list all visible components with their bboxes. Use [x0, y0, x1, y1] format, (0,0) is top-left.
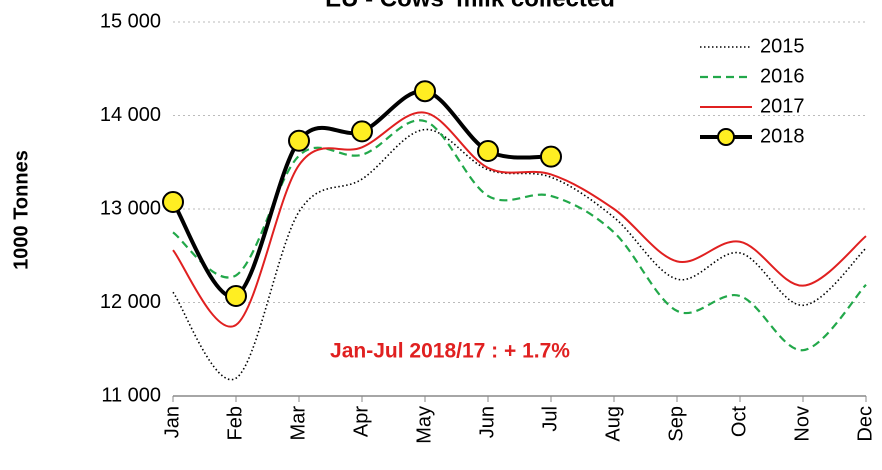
x-tick-label: Feb — [224, 406, 246, 440]
series-line — [172, 111, 867, 328]
y-tick-label: 15 000 — [100, 10, 161, 32]
marker — [540, 145, 562, 168]
legend-marker — [717, 128, 735, 146]
series-line — [172, 119, 867, 352]
legend-label: 2016 — [760, 65, 805, 87]
x-tick-label: May — [413, 406, 435, 444]
y-tick-label: 11 000 — [101, 384, 161, 406]
marker — [162, 190, 184, 213]
marker — [351, 120, 373, 143]
x-tick-label: Oct — [728, 406, 750, 438]
y-tick-label: 13 000 — [100, 197, 161, 219]
legend-label: 2017 — [760, 95, 805, 117]
x-tick-label: Mar — [287, 406, 309, 441]
y-tick-label: 14 000 — [100, 104, 161, 126]
chart-title: EU - Cows' milk collected — [325, 0, 615, 12]
x-tick-label: Apr — [350, 406, 372, 437]
legend-label: 2015 — [760, 35, 805, 57]
marker — [288, 129, 310, 152]
x-tick-label: Aug — [602, 406, 624, 442]
x-tick-label: Jan — [161, 406, 183, 438]
x-tick-label: Jun — [476, 406, 498, 438]
x-tick-label: Dec — [854, 406, 876, 442]
y-axis-label: 1000 Tonnes — [10, 150, 32, 270]
annotation: Jan-Jul 2018/17 : + 1.7% — [330, 340, 570, 363]
marker — [477, 140, 499, 163]
marker — [414, 80, 436, 103]
x-tick-label: Nov — [791, 406, 813, 442]
x-tick-label: Jul — [539, 406, 561, 432]
x-tick-label: Sep — [665, 406, 687, 442]
legend-label: 2018 — [760, 125, 805, 147]
marker — [225, 284, 247, 307]
y-tick-label: 12 000 — [100, 291, 161, 313]
